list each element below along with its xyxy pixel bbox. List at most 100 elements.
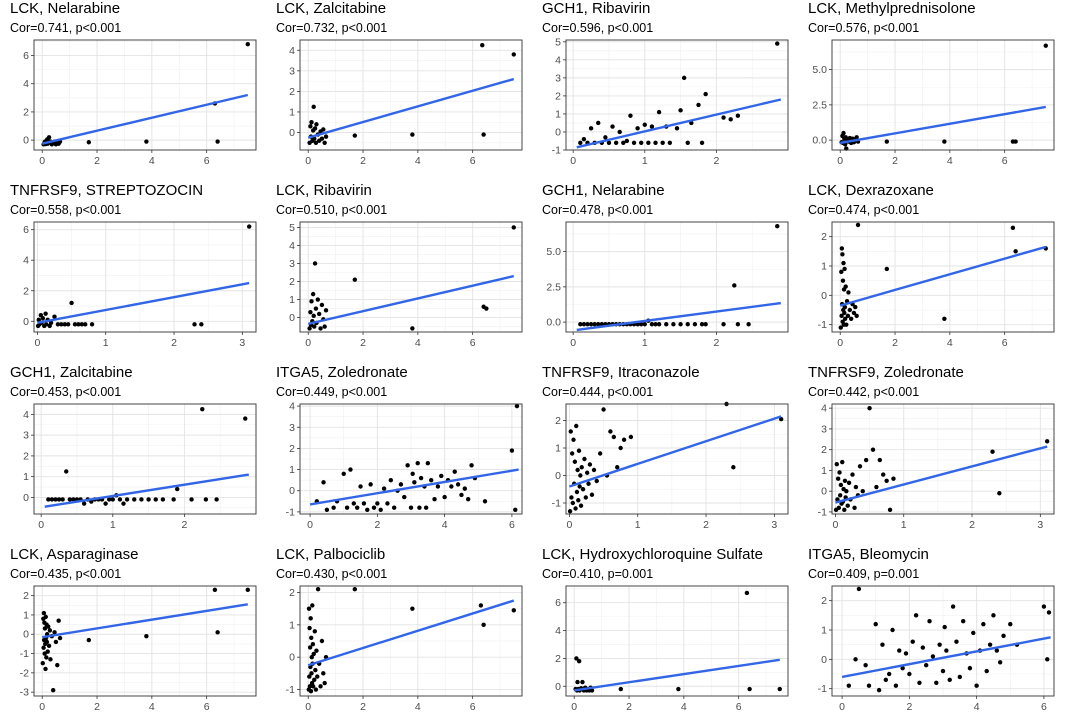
data-point	[957, 674, 963, 680]
plot-border	[299, 585, 523, 697]
data-point	[402, 494, 407, 500]
chart-subtitle: Cor=0.576, p<0.001	[808, 21, 920, 35]
y-tick-label: 4	[555, 54, 561, 66]
chart-subtitle: Cor=0.478, p<0.001	[542, 203, 654, 217]
data-point	[581, 322, 587, 327]
data-point	[857, 464, 863, 469]
data-point	[884, 266, 890, 272]
x-tick-label: 4	[415, 155, 421, 167]
data-point	[579, 465, 584, 470]
data-point	[455, 482, 461, 487]
data-point	[48, 320, 54, 326]
data-point	[425, 461, 431, 466]
x-tick-label: 2	[703, 519, 709, 531]
scatter-plot: 0 2 4 6 -1 0 1 2	[286, 585, 523, 713]
y-tick-label: -1	[818, 683, 827, 695]
data-point	[574, 423, 579, 429]
y-tick-label: -1	[286, 506, 295, 518]
plot-background	[566, 586, 788, 696]
x-tick-label: 6	[470, 155, 476, 167]
data-point	[884, 478, 889, 483]
data-point	[315, 297, 321, 302]
data-point	[36, 317, 41, 322]
data-point	[308, 309, 313, 315]
data-point	[877, 457, 883, 463]
x-tick-label: 1	[110, 519, 116, 531]
data-point	[676, 686, 681, 692]
data-point	[405, 463, 410, 468]
data-point	[567, 509, 573, 514]
data-point	[842, 478, 848, 483]
data-point	[583, 495, 589, 500]
data-point	[55, 322, 61, 327]
data-point	[660, 140, 665, 145]
data-point	[574, 656, 579, 661]
data-point	[860, 488, 865, 494]
data-point	[1010, 225, 1016, 231]
data-point	[312, 136, 317, 141]
regression-line	[307, 274, 515, 326]
chart-subtitle: Cor=0.474, p<0.001	[808, 203, 920, 217]
data-point	[881, 472, 886, 477]
data-point	[937, 642, 942, 647]
chart-panel: LCK, Nelarabine Cor=0.741, p<0.001 0 2 4 6 0 2 4…	[0, 0, 266, 182]
data-point	[323, 308, 329, 313]
x-tick-label: 2	[360, 701, 366, 713]
data-point	[199, 322, 204, 327]
x-tick-label: 0	[837, 337, 843, 349]
data-point	[1013, 249, 1018, 254]
data-point	[358, 484, 363, 489]
regression-line	[309, 468, 519, 506]
data-point	[71, 497, 76, 502]
y-tick-label: 1	[23, 471, 29, 483]
data-point	[316, 311, 322, 317]
data-point	[608, 429, 613, 434]
plot-border	[831, 585, 1055, 697]
data-point	[874, 484, 879, 490]
x-tick-label: 4	[974, 701, 980, 713]
data-point	[312, 629, 317, 634]
data-point	[65, 322, 71, 327]
y-tick-label: 5	[555, 36, 561, 48]
data-point	[200, 406, 205, 412]
data-point	[853, 304, 858, 310]
data-point	[854, 135, 859, 140]
data-point	[944, 648, 949, 653]
data-point	[886, 671, 892, 677]
regression-line	[42, 603, 248, 639]
data-point	[245, 42, 250, 47]
data-point	[930, 654, 936, 659]
y-tick-label: -1	[552, 498, 561, 510]
data-point	[40, 660, 45, 666]
data-point	[923, 663, 929, 668]
x-tick-label: 6	[736, 701, 742, 713]
chart-title: TNFRSF9, Itraconazole	[542, 364, 700, 381]
data-point	[569, 495, 574, 500]
data-point	[777, 686, 782, 692]
data-point	[656, 322, 662, 327]
data-point	[588, 322, 594, 327]
x-tick-label: 6	[204, 155, 210, 167]
data-point	[408, 505, 414, 510]
data-point	[910, 639, 915, 644]
y-tick-label: 2	[821, 595, 827, 607]
x-tick-label: 2	[713, 337, 719, 349]
data-point	[635, 126, 640, 131]
x-tick-label: 0	[39, 701, 45, 713]
data-point	[839, 246, 845, 251]
data-point	[870, 447, 876, 452]
data-point	[920, 645, 926, 650]
data-point	[876, 687, 882, 693]
y-tick-label: 3	[289, 258, 295, 270]
scatter-plot: 0 1 2 0 1 2 3 4	[23, 403, 257, 531]
data-point	[721, 115, 726, 120]
chart-subtitle: Cor=0.558, p<0.001	[10, 203, 122, 217]
y-tick-label: 3	[289, 422, 295, 434]
y-tick-label: 2	[289, 86, 295, 98]
plot-background	[34, 40, 256, 150]
x-tick-label: 0	[566, 519, 572, 531]
chart-title: GCH1, Ribavirin	[542, 0, 651, 17]
plot-border	[565, 403, 789, 515]
data-point	[313, 687, 319, 692]
plot-background	[566, 40, 788, 150]
